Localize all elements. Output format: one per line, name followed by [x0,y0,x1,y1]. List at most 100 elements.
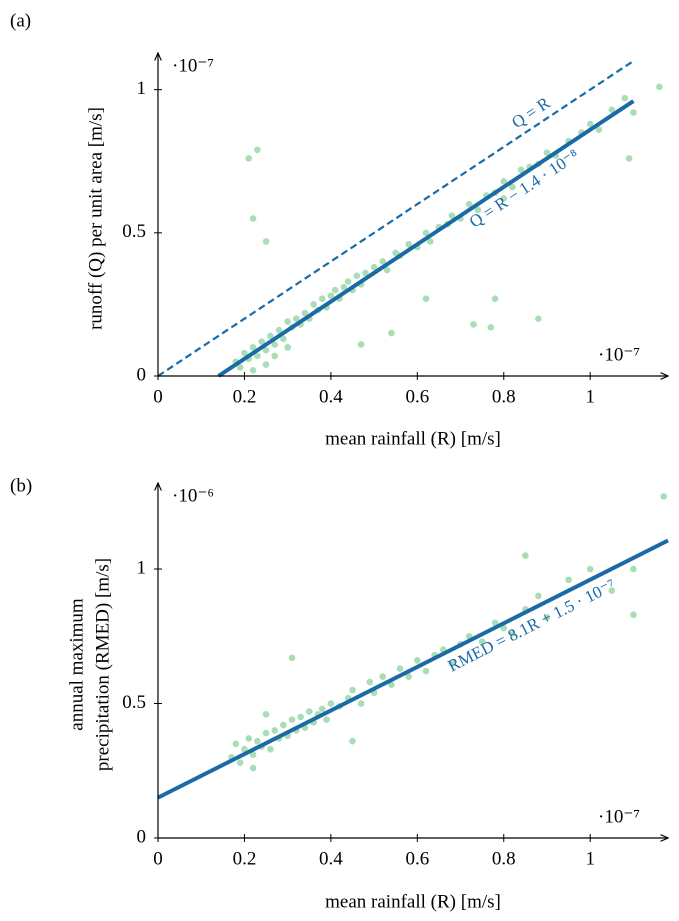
point [232,740,240,748]
point [254,352,261,360]
point [660,493,667,500]
point [249,344,257,351]
point [249,215,257,222]
x-scale-label: ·10⁻⁷ [598,806,640,827]
x-axis-label: mean rainfall (R) [m/s] [325,428,501,449]
x-scale-label: ·10⁻⁷ [598,344,640,365]
point [262,238,270,245]
x-tick-label: 0.6 [405,386,429,407]
point [474,206,482,214]
point [241,349,248,357]
y-tick-label: 1 [137,557,147,578]
point [245,155,253,162]
point [366,678,374,686]
point [280,721,287,729]
point [491,295,499,302]
point [262,361,270,368]
point [383,266,391,274]
point [509,183,516,191]
point [517,166,525,174]
point [422,229,430,237]
point [236,759,244,766]
point [405,673,412,680]
point [491,619,499,627]
point [344,278,352,285]
point [630,565,637,573]
point [656,83,663,91]
point [305,708,313,715]
point [379,258,387,265]
y-tick-label: 0.5 [122,221,146,242]
point [478,638,486,645]
point [608,587,616,594]
point [254,737,261,745]
point [284,344,291,351]
point [249,751,257,758]
point [422,667,430,675]
point [284,318,291,325]
x-tick-label: 1 [585,848,595,869]
point [630,611,637,619]
point [254,146,261,154]
point [262,346,270,354]
point [318,295,326,302]
point [448,212,456,219]
point [586,120,594,128]
point [522,552,529,559]
fit-line [157,60,635,377]
y-tick-label: 0 [137,826,147,847]
point [543,614,551,621]
point [357,700,365,707]
point [414,657,421,664]
point [288,654,296,662]
point [586,565,594,573]
point [288,716,296,723]
fit-line [217,99,635,378]
point [565,576,572,584]
point [236,364,244,371]
panel-label: (b) [10,475,32,496]
y-tick-label: 0.5 [122,692,146,713]
point [608,106,616,113]
point [245,735,253,742]
y-tick-label: 1 [137,78,147,99]
point [258,338,266,345]
y-axis-label: precipitation (RMED) [m/s] [92,558,113,771]
y-scale-label: ·10⁻⁷ [172,55,214,76]
point [422,295,430,302]
line-label: RMED = 8.1R + 1.5 · 10⁻⁷ [445,575,619,675]
point [241,745,248,753]
point [297,713,304,721]
point [349,737,356,745]
point [280,335,287,343]
point [396,665,404,672]
x-tick-label: 0.6 [405,848,429,869]
line-label: Q = R − 1.4 · 10⁻⁸ [466,145,583,231]
point [349,686,356,694]
point [340,283,348,291]
point [267,745,274,753]
x-tick-label: 0 [153,386,163,407]
x-tick-label: 1 [585,386,595,407]
point [426,238,434,245]
point [262,710,270,718]
point [388,329,395,337]
point [405,240,412,248]
point [535,592,542,600]
point [271,352,278,360]
y-axis-label: runoff (Q) per unit area [m/s] [85,107,106,330]
point [275,326,283,334]
point [267,332,274,340]
panel-label: (a) [10,10,31,31]
point [331,286,339,294]
x-tick-label: 0.2 [233,386,257,407]
point [262,729,270,737]
point [249,366,257,374]
point [500,195,508,202]
point [448,659,456,667]
x-tick-label: 0.8 [492,848,516,869]
point [470,321,477,328]
point [630,109,637,116]
point [327,292,335,300]
